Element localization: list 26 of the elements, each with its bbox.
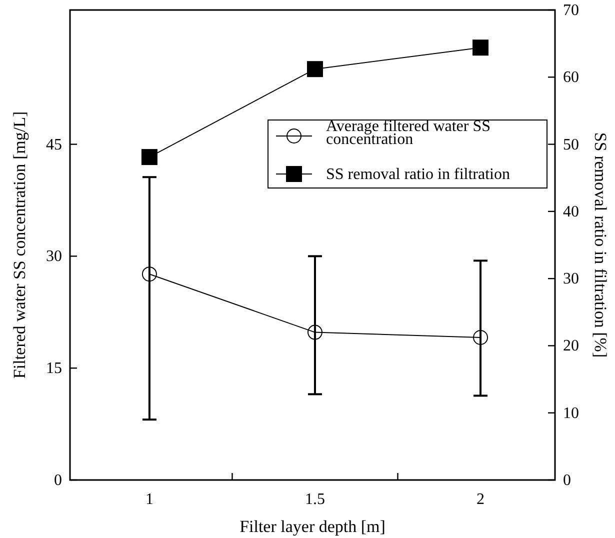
point <box>472 40 489 56</box>
y-tick-label: 30 <box>46 248 62 266</box>
y2-tick-label: 60 <box>563 69 579 86</box>
y2-tick-label: 30 <box>563 270 579 288</box>
y-tick-label: 15 <box>46 360 62 378</box>
legend-label: Average filtered water SS concentration <box>326 118 491 148</box>
point <box>306 61 323 78</box>
x-tick-label: 2 <box>476 491 485 508</box>
x-tick-label: 1.5 <box>304 491 325 508</box>
point <box>473 330 488 346</box>
y2-tick-label: 0 <box>563 472 571 489</box>
y2-tick-label: 40 <box>563 203 579 220</box>
y2-tick-label: 70 <box>563 2 579 19</box>
y-tick-label: 45 <box>46 136 62 154</box>
y2-tick-label: 50 <box>563 136 579 154</box>
x-tick-label: 1 <box>145 491 154 508</box>
point <box>307 324 322 340</box>
y2-tick-label: 10 <box>563 404 579 422</box>
y-tick-label: 0 <box>54 472 62 489</box>
x-axis-title: Filter layer depth [m] <box>240 517 386 536</box>
legend-label: SS removal ratio in filtration <box>326 166 510 183</box>
point <box>141 149 158 166</box>
y2-tick-label: 20 <box>563 338 579 355</box>
y2-axis-title: SS removal ratio in filtration [%] <box>591 132 610 358</box>
y-axis-title: Filtered water SS concentration [mg/L] <box>10 111 29 379</box>
point <box>142 266 157 282</box>
